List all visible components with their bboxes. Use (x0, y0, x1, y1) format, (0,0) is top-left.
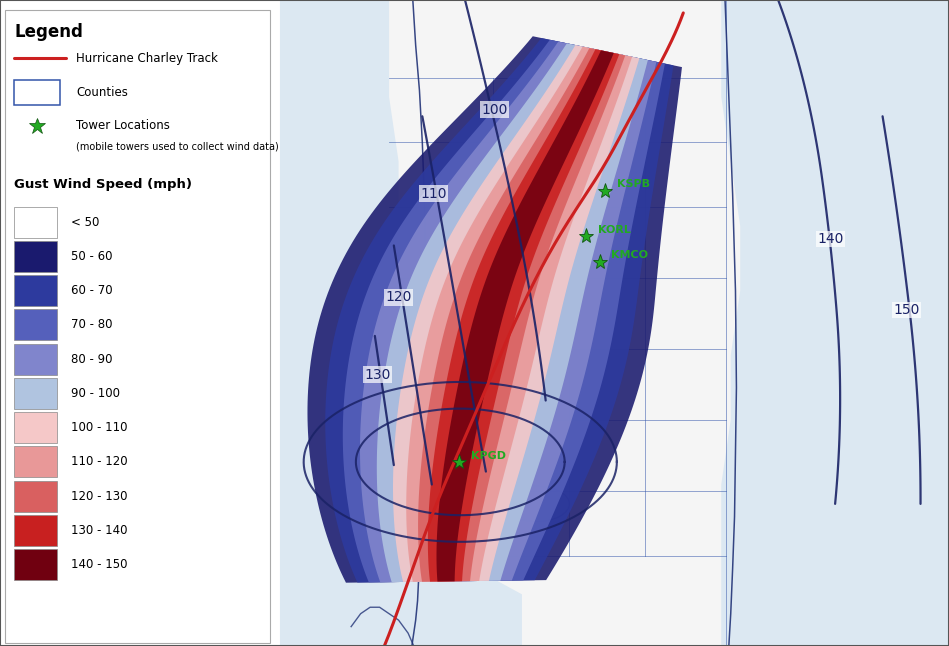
Text: 100 - 110: 100 - 110 (71, 421, 128, 434)
Bar (14, 309, 57, 340)
Bar (14, 80, 60, 105)
Text: 120: 120 (385, 290, 412, 304)
Polygon shape (361, 549, 522, 646)
Text: Legend: Legend (14, 23, 84, 41)
Bar (14, 241, 57, 272)
Bar (280, 0, 949, 646)
Bar (14, 207, 57, 238)
Polygon shape (326, 38, 674, 583)
Text: KPGD: KPGD (471, 451, 506, 461)
Text: 130 - 140: 130 - 140 (71, 524, 128, 537)
Text: 100: 100 (481, 103, 508, 117)
Text: KMCO: KMCO (611, 251, 648, 260)
Text: Tower Locations: Tower Locations (76, 120, 170, 132)
Bar (14, 275, 57, 306)
Polygon shape (721, 0, 949, 646)
Bar (0, 0, 275, 646)
Bar (5, 10, 270, 643)
Bar (14, 549, 57, 580)
Text: Gust Wind Speed (mph): Gust Wind Speed (mph) (14, 178, 193, 191)
Text: 120 - 130: 120 - 130 (71, 490, 128, 503)
Text: 70 - 80: 70 - 80 (71, 318, 113, 331)
Bar (14, 481, 57, 512)
Text: 80 - 90: 80 - 90 (71, 353, 113, 366)
Polygon shape (393, 45, 640, 582)
Text: 60 - 70: 60 - 70 (71, 284, 113, 297)
Polygon shape (377, 43, 648, 582)
Text: 150: 150 (893, 303, 920, 317)
Text: KSPB: KSPB (617, 180, 650, 189)
Text: (mobile towers used to collect wind data): (mobile towers used to collect wind data… (76, 141, 279, 152)
Polygon shape (280, 0, 437, 646)
Text: 130: 130 (364, 368, 391, 382)
Polygon shape (343, 40, 665, 583)
Bar (14, 378, 57, 409)
Text: 110: 110 (420, 187, 447, 201)
Text: 50 - 60: 50 - 60 (71, 250, 113, 263)
Text: < 50: < 50 (71, 216, 100, 229)
Text: KORL: KORL (598, 225, 631, 234)
Polygon shape (307, 36, 682, 583)
Text: 90 - 100: 90 - 100 (71, 387, 121, 400)
Bar (14, 446, 57, 477)
Bar (14, 515, 57, 546)
Polygon shape (428, 49, 620, 581)
Polygon shape (437, 50, 614, 581)
Polygon shape (360, 41, 657, 582)
Text: Hurricane Charley Track: Hurricane Charley Track (76, 52, 217, 65)
Ellipse shape (503, 486, 569, 522)
Text: 140: 140 (817, 232, 844, 246)
Text: Counties: Counties (76, 86, 128, 99)
Text: 110 - 120: 110 - 120 (71, 455, 128, 468)
Bar (14, 344, 57, 375)
Polygon shape (406, 47, 632, 582)
Bar (14, 412, 57, 443)
Text: 140 - 150: 140 - 150 (71, 558, 128, 571)
Polygon shape (419, 48, 625, 581)
